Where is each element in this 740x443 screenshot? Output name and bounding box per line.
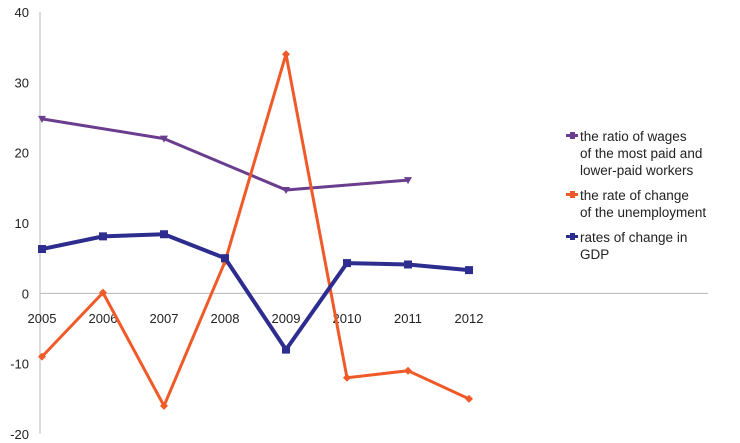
x-tick-label: 2005 bbox=[28, 311, 57, 326]
x-tick-label: 2008 bbox=[211, 311, 240, 326]
data-point bbox=[343, 259, 351, 268]
x-tick-label: 2009 bbox=[272, 311, 301, 326]
series-line-wage-ratio bbox=[41, 117, 409, 192]
legend-label: the ratio of wages bbox=[580, 129, 687, 144]
data-point bbox=[160, 230, 168, 239]
data-point bbox=[404, 260, 412, 269]
data-point bbox=[343, 373, 351, 382]
series-line-unemployment bbox=[40, 52, 470, 408]
legend-label: of the unemployment bbox=[580, 205, 707, 220]
data-point bbox=[404, 177, 412, 185]
data-point bbox=[38, 352, 46, 361]
data-point bbox=[38, 115, 46, 123]
x-axis-ticks: 2005 2006 2007 2008 2009 2010 2011 2012 bbox=[28, 311, 484, 326]
data-point bbox=[282, 345, 290, 354]
x-tick-label: 2010 bbox=[333, 311, 362, 326]
y-tick-label: 10 bbox=[15, 216, 29, 231]
legend-marker-gdp bbox=[566, 233, 578, 240]
y-tick-label: -10 bbox=[10, 357, 29, 372]
y-axis-ticks: 40 30 20 10 0 -10 -20 bbox=[10, 5, 29, 442]
chart-legend: the ratio of wages of the most paid and … bbox=[566, 128, 740, 271]
data-point bbox=[221, 254, 229, 263]
y-tick-label: 30 bbox=[15, 75, 29, 90]
legend-label: rates of change in bbox=[580, 230, 688, 245]
legend-label: GDP bbox=[580, 247, 610, 262]
data-point bbox=[465, 266, 473, 275]
chart-axes bbox=[39, 12, 708, 434]
data-point bbox=[465, 394, 473, 403]
data-point bbox=[38, 245, 46, 254]
legend-label: lower-paid workers bbox=[580, 163, 694, 178]
x-tick-label: 2012 bbox=[455, 311, 484, 326]
legend-item-gdp: rates of change in GDP bbox=[566, 229, 740, 263]
data-point bbox=[160, 401, 168, 410]
legend-label: of the most paid and bbox=[580, 146, 703, 161]
y-tick-label: 20 bbox=[15, 146, 29, 161]
data-point bbox=[282, 186, 290, 194]
legend-label: the rate of change bbox=[580, 188, 689, 203]
x-tick-label: 2007 bbox=[150, 311, 179, 326]
data-point bbox=[404, 366, 412, 375]
data-point bbox=[160, 135, 168, 143]
data-point bbox=[99, 232, 107, 241]
y-tick-label: 0 bbox=[22, 286, 29, 301]
data-point bbox=[99, 288, 107, 297]
x-tick-label: 2011 bbox=[394, 311, 422, 326]
legend-item-unemployment: the rate of change of the unemployment bbox=[566, 187, 740, 221]
legend-marker-wage-ratio bbox=[566, 132, 578, 139]
legend-item-wage-ratio: the ratio of wages of the most paid and … bbox=[566, 128, 740, 179]
x-tick-label: 2006 bbox=[89, 311, 118, 326]
chart-series bbox=[38, 50, 473, 410]
series-line-gdp bbox=[41, 232, 470, 352]
y-tick-label: -20 bbox=[10, 427, 29, 442]
y-tick-label: 40 bbox=[15, 5, 29, 20]
legend-marker-unemployment bbox=[566, 191, 578, 198]
data-point bbox=[282, 50, 290, 59]
